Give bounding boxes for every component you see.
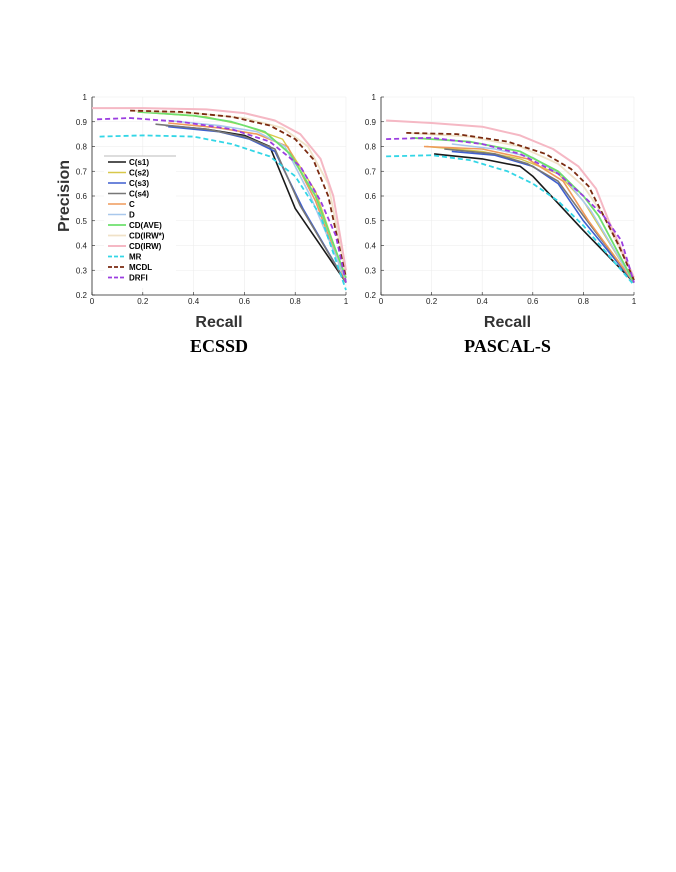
y-tick-label: 0.9 xyxy=(76,118,88,127)
y-tick-label: 1 xyxy=(372,93,377,102)
series-line-mr xyxy=(99,134,347,291)
legend-box xyxy=(104,156,176,288)
x-tick-label: 0.6 xyxy=(527,297,539,306)
x-tick-label: 0.8 xyxy=(290,297,302,306)
y-tick-label: 0.4 xyxy=(76,242,88,251)
series-line-mr xyxy=(386,154,635,286)
x-tick-label: 0 xyxy=(90,297,95,306)
y-tick-label: 1 xyxy=(83,93,88,102)
chart-title: ECSSD xyxy=(190,336,248,356)
legend-entry: CD(IRW*) xyxy=(129,232,165,241)
legend-entry: CD(AVE) xyxy=(129,221,162,230)
series-line-cd-irw xyxy=(386,119,635,279)
legend-entry: C(s2) xyxy=(129,169,149,178)
legend-entry: C(s4) xyxy=(129,190,149,199)
x-tick-label: 0.2 xyxy=(426,297,438,306)
series-line-cd-ave xyxy=(137,111,347,279)
x-tick-label: 0.6 xyxy=(239,297,251,306)
x-tick-label: 0.4 xyxy=(188,297,200,306)
x-axis-label: Recall xyxy=(195,314,242,331)
y-axis-label: Precision xyxy=(56,160,73,232)
y-tick-label: 0.7 xyxy=(76,167,88,176)
chart-pascal-s: 0 0.2 0.4 0.6 0.8 10.20.30.40.50.60.70.80.91R… xyxy=(365,93,637,356)
legend-entry: CD(IRW) xyxy=(129,242,162,251)
series-line-c-s4 xyxy=(444,148,635,284)
series-line-cd-irw xyxy=(92,107,347,271)
series-group xyxy=(386,119,635,286)
chart-ecssd: 0 0.2 0.4 0.6 0.8 10.20.30.40.50.60.70.80.91R… xyxy=(56,93,349,356)
series-line-c xyxy=(423,145,635,284)
x-tick-label: 0 xyxy=(379,297,384,306)
y-tick-label: 0.2 xyxy=(365,291,377,300)
x-tick-label: 0.8 xyxy=(578,297,590,306)
series-line-mcdl xyxy=(406,132,635,281)
legend-entry: C xyxy=(129,200,135,209)
legend-entry: MR xyxy=(129,253,142,262)
series-line-c-s4 xyxy=(155,123,347,284)
y-tick-label: 0.2 xyxy=(76,291,88,300)
y-tick-label: 0.8 xyxy=(76,143,88,152)
y-tick-label: 0.3 xyxy=(76,266,88,275)
y-tick-label: 0.9 xyxy=(365,118,377,127)
y-tick-label: 0.5 xyxy=(365,217,377,226)
series-group xyxy=(92,107,347,291)
series-line-mcdl xyxy=(130,109,347,278)
series-line-drfi xyxy=(386,136,635,283)
x-tick-label: 1 xyxy=(632,297,637,306)
y-tick-label: 0.7 xyxy=(365,167,377,176)
y-tick-label: 0.3 xyxy=(365,266,377,275)
y-tick-label: 0.6 xyxy=(76,192,88,201)
x-axis-label: Recall xyxy=(484,314,531,331)
x-tick-label: 0.4 xyxy=(477,297,489,306)
legend-entry: C(s1) xyxy=(129,158,149,167)
x-tick-label: 1 xyxy=(344,297,349,306)
legend-entry: D xyxy=(129,211,135,220)
legend-entry: C(s3) xyxy=(129,179,149,188)
series-line-c-s3 xyxy=(451,150,635,284)
y-tick-label: 0.5 xyxy=(76,217,88,226)
y-tick-label: 0.6 xyxy=(365,192,377,201)
chart-title: PASCAL-S xyxy=(464,336,551,356)
legend-entry: DRFI xyxy=(129,274,148,283)
grid xyxy=(380,96,635,296)
y-tick-label: 0.8 xyxy=(365,143,377,152)
x-tick-label: 0.2 xyxy=(137,297,149,306)
series-line-drfi xyxy=(97,117,347,283)
legend-entry: MCDL xyxy=(129,263,152,272)
y-tick-label: 0.4 xyxy=(365,242,377,251)
series-line-c-s1 xyxy=(434,153,635,284)
